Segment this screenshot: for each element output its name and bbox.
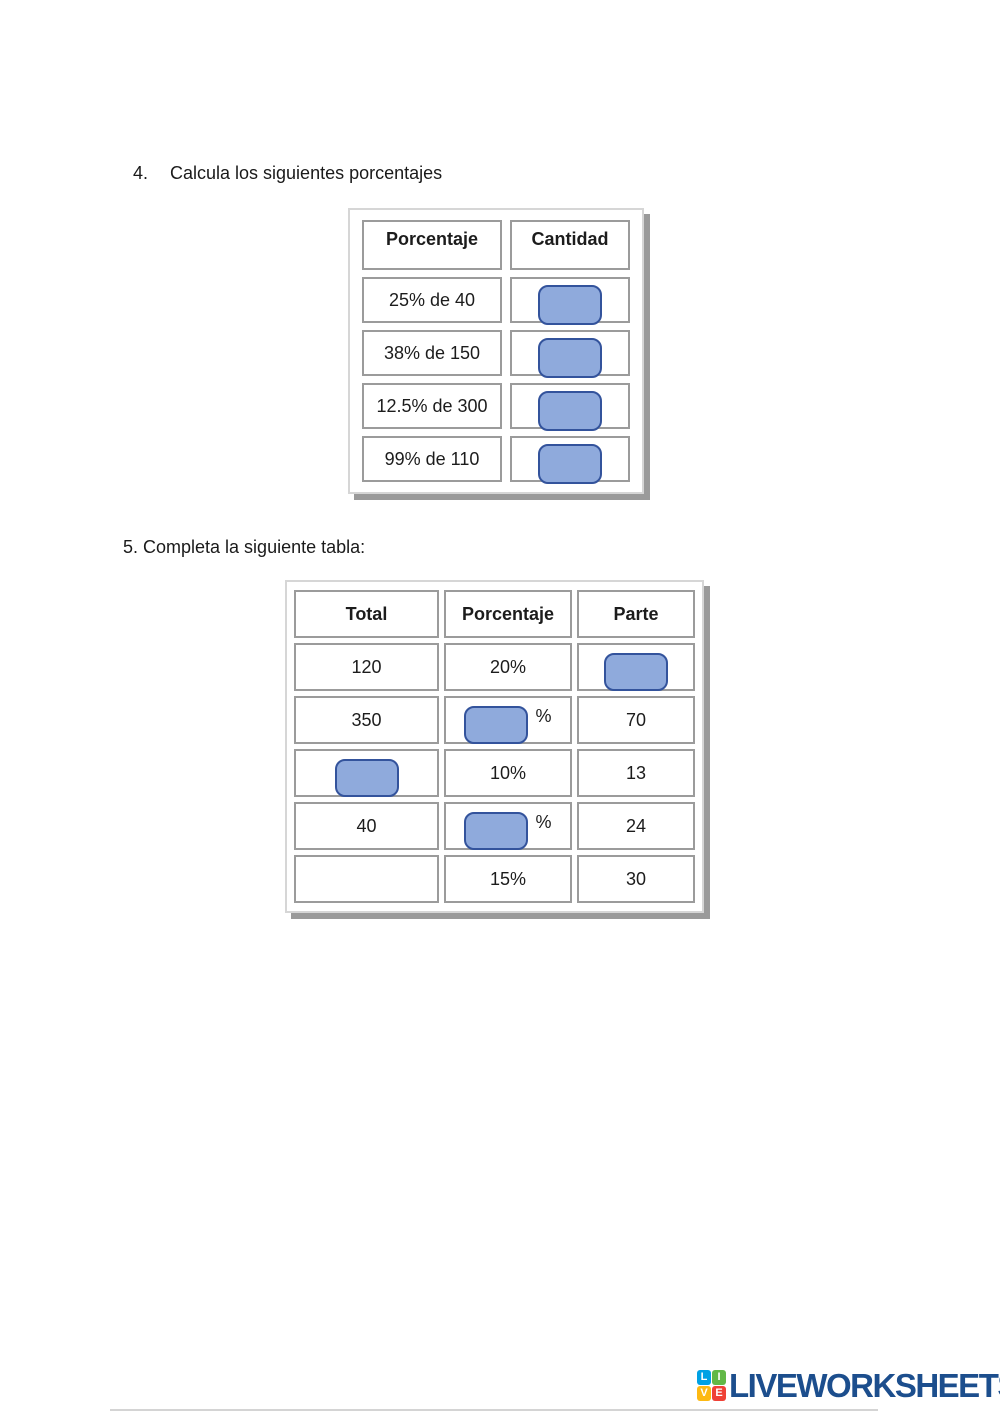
exercise-5-table-grid: Total Porcentaje Parte 120 20% 350 % 70 … xyxy=(294,590,695,903)
porcentaje-label-cell: 38% de 150 xyxy=(362,330,502,376)
answer-box[interactable] xyxy=(538,444,602,484)
cantidad-answer-cell xyxy=(510,330,630,378)
porcentaje-label-cell: 25% de 40 xyxy=(362,277,502,323)
exercise-4-table: Porcentaje Cantidad 25% de 40 38% de 150… xyxy=(348,208,644,494)
page-bottom-divider xyxy=(110,1409,878,1411)
column-header-total: Total xyxy=(294,590,439,638)
porcentaje-answer-cell: % xyxy=(444,696,572,744)
exercise-4-number: 4. xyxy=(133,163,149,183)
exercise-5-table: Total Porcentaje Parte 120 20% 350 % 70 … xyxy=(285,580,704,913)
logo-tile-l: L xyxy=(697,1370,711,1385)
column-header-parte: Parte xyxy=(577,590,695,638)
answer-box[interactable] xyxy=(538,338,602,378)
liveworksheets-brand-text: LIVEWORKSHEETS xyxy=(729,1367,1000,1404)
total-answer-cell xyxy=(294,749,439,797)
cantidad-answer-cell xyxy=(510,277,630,325)
parte-cell: 70 xyxy=(577,696,695,744)
porcentaje-cell: 10% xyxy=(444,749,572,797)
parte-cell: 30 xyxy=(577,855,695,903)
logo-tile-v: V xyxy=(697,1386,711,1401)
answer-box[interactable] xyxy=(538,391,602,431)
total-cell: 120 xyxy=(294,643,439,691)
exercise-4-heading: 4. Calcula los siguientes porcentajes xyxy=(133,163,442,184)
total-cell: 350 xyxy=(294,696,439,744)
liveworksheets-logo[interactable]: L I V E LIVEWORKSHEETS xyxy=(697,1369,1000,1402)
parte-cell: 24 xyxy=(577,802,695,850)
porcentaje-label-cell: 99% de 110 xyxy=(362,436,502,482)
liveworksheets-logo-icon: L I V E xyxy=(697,1370,726,1401)
porcentaje-label-cell: 12.5% de 300 xyxy=(362,383,502,429)
porcentaje-cell: 15% xyxy=(444,855,572,903)
logo-tile-i: I xyxy=(712,1370,726,1385)
parte-cell: 13 xyxy=(577,749,695,797)
answer-box[interactable] xyxy=(604,653,668,691)
exercise-4-table-grid: Porcentaje Cantidad 25% de 40 38% de 150… xyxy=(362,220,630,484)
logo-tile-e: E xyxy=(712,1386,726,1401)
total-cell-empty xyxy=(294,855,439,903)
cantidad-answer-cell xyxy=(510,383,630,431)
answer-box[interactable] xyxy=(464,706,529,744)
exercise-5-heading: 5. Completa la siguiente tabla: xyxy=(123,537,366,557)
porcentaje-answer-cell: % xyxy=(444,802,572,850)
column-header-porcentaje: Porcentaje xyxy=(362,220,502,270)
percent-sign: % xyxy=(535,811,552,832)
column-header-porcentaje: Porcentaje xyxy=(444,590,572,638)
column-header-cantidad: Cantidad xyxy=(510,220,630,270)
answer-box[interactable] xyxy=(334,759,399,797)
answer-box[interactable] xyxy=(464,812,529,850)
porcentaje-cell: 20% xyxy=(444,643,572,691)
percent-sign: % xyxy=(535,705,552,726)
exercise-4-title: Calcula los siguientes porcentajes xyxy=(170,163,443,183)
parte-answer-cell xyxy=(577,643,695,691)
cantidad-answer-cell xyxy=(510,436,630,484)
answer-box[interactable] xyxy=(538,285,602,325)
total-cell: 40 xyxy=(294,802,439,850)
